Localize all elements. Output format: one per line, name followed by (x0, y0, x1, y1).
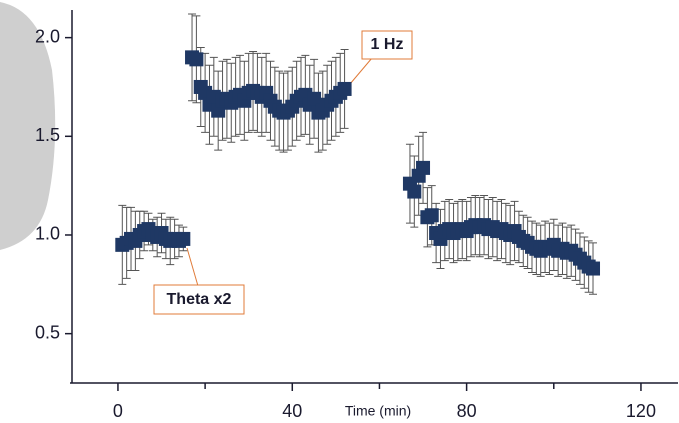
annotation: Theta x2 (167, 291, 232, 308)
annotation-box (361, 30, 413, 60)
y-tick-label: 1.0 (35, 224, 60, 244)
x-tick-label: 40 (282, 401, 302, 421)
annotation-arrow (349, 57, 373, 85)
marker (407, 184, 422, 199)
marker (424, 208, 439, 223)
annotation-arrow (186, 247, 199, 287)
annotation: 1 Hz (371, 36, 404, 53)
marker (416, 160, 431, 175)
x-axis-label: Time (min) (345, 403, 411, 419)
y-tick-label: 0.5 (35, 322, 60, 342)
y-tick-label: 2.0 (35, 26, 60, 46)
marker (176, 231, 191, 246)
marker (189, 52, 204, 67)
x-tick-label: 0 (113, 401, 123, 421)
marker (307, 91, 322, 106)
x-tick-label: 80 (457, 401, 477, 421)
annotation-box (153, 284, 245, 315)
marker (586, 261, 601, 276)
background-shape (0, 2, 56, 250)
y-tick-label: 1.5 (35, 125, 60, 145)
x-tick-label: 120 (626, 401, 656, 421)
marker (337, 81, 352, 96)
